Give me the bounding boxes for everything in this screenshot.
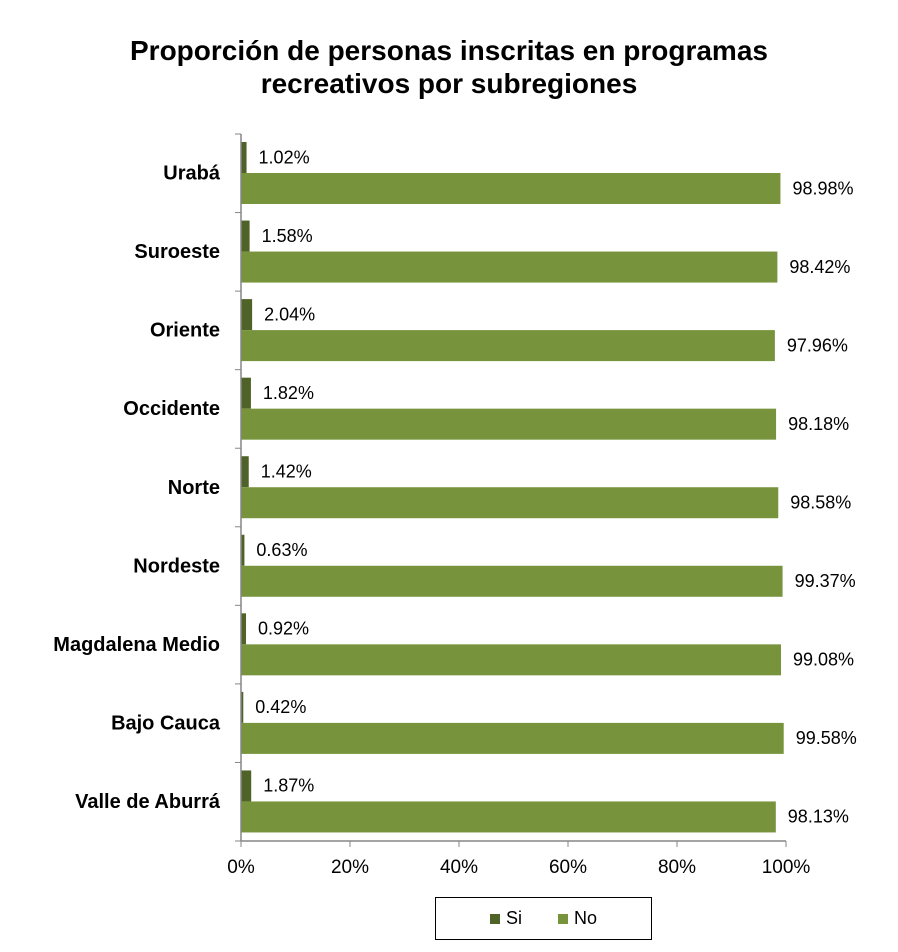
legend-swatch-no <box>558 913 568 924</box>
bar-si <box>241 770 252 802</box>
bar-si <box>241 377 251 409</box>
bar-si <box>241 220 250 252</box>
category-label: Suroeste <box>134 241 220 263</box>
bar-no <box>241 251 778 283</box>
data-label-no: 99.08% <box>793 650 854 670</box>
chart-title: Proporción de personas inscritas en prog… <box>0 34 898 100</box>
x-tick-label: 60% <box>549 857 587 878</box>
bar-no <box>241 644 781 676</box>
bar-si <box>241 142 247 173</box>
legend-label-si: Si <box>505 908 522 928</box>
data-label-no: 98.58% <box>790 492 851 512</box>
chart-title-line-1: Proporción de personas inscritas en prog… <box>130 35 768 66</box>
category-label: Oriente <box>150 320 220 342</box>
category-label: Bajo Cauca <box>111 712 221 734</box>
x-tick-label: 100% <box>762 857 811 878</box>
legend-item-si: Si <box>489 908 522 929</box>
category-label: Norte <box>168 477 220 499</box>
legend-item-no: No <box>558 908 597 929</box>
data-label-si: 1.42% <box>261 461 312 481</box>
bar-si <box>241 613 247 645</box>
data-label-no: 98.42% <box>789 257 850 277</box>
data-label-si: 0.63% <box>256 540 307 560</box>
bar-no <box>241 173 781 204</box>
data-label-no: 98.13% <box>788 807 849 827</box>
x-tick-label: 0% <box>227 857 255 878</box>
category-label: Valle de Aburrá <box>75 791 221 813</box>
category-label: Nordeste <box>133 555 220 577</box>
data-label-si: 0.92% <box>258 619 309 639</box>
data-label-si: 2.04% <box>264 304 315 324</box>
bar-si <box>241 299 253 331</box>
bar-no <box>241 487 779 519</box>
data-label-no: 99.37% <box>795 571 856 591</box>
data-label-no: 99.58% <box>796 728 857 748</box>
bar-si <box>241 534 245 566</box>
legend-label-no: No <box>574 908 598 928</box>
bar-si <box>241 456 249 488</box>
bar-no <box>241 722 784 754</box>
bar-no <box>241 408 777 440</box>
data-label-si: 1.87% <box>263 776 314 796</box>
category-label: Magdalena Medio <box>53 634 220 656</box>
legend-swatch-si <box>489 913 500 924</box>
x-tick-label: 20% <box>331 857 369 878</box>
legend: Si No <box>435 897 652 940</box>
data-label-no: 98.18% <box>788 414 849 434</box>
data-label-si: 0.42% <box>255 697 306 717</box>
bar-no <box>241 565 783 597</box>
category-label: Urabá <box>163 163 221 185</box>
x-tick-label: 80% <box>658 857 696 878</box>
bar-no <box>241 330 775 362</box>
x-tick-label: 40% <box>440 857 478 878</box>
data-label-si: 1.58% <box>262 226 313 246</box>
data-label-no: 98.98% <box>792 178 853 198</box>
data-label-no: 97.96% <box>787 335 848 355</box>
chart-title-line-2: recreativos por subregiones <box>260 68 638 99</box>
category-label: Occidente <box>123 398 220 420</box>
data-label-si: 1.82% <box>263 383 314 403</box>
bar-si <box>241 691 244 723</box>
data-label-si: 1.02% <box>259 147 310 167</box>
bar-no <box>241 801 776 833</box>
